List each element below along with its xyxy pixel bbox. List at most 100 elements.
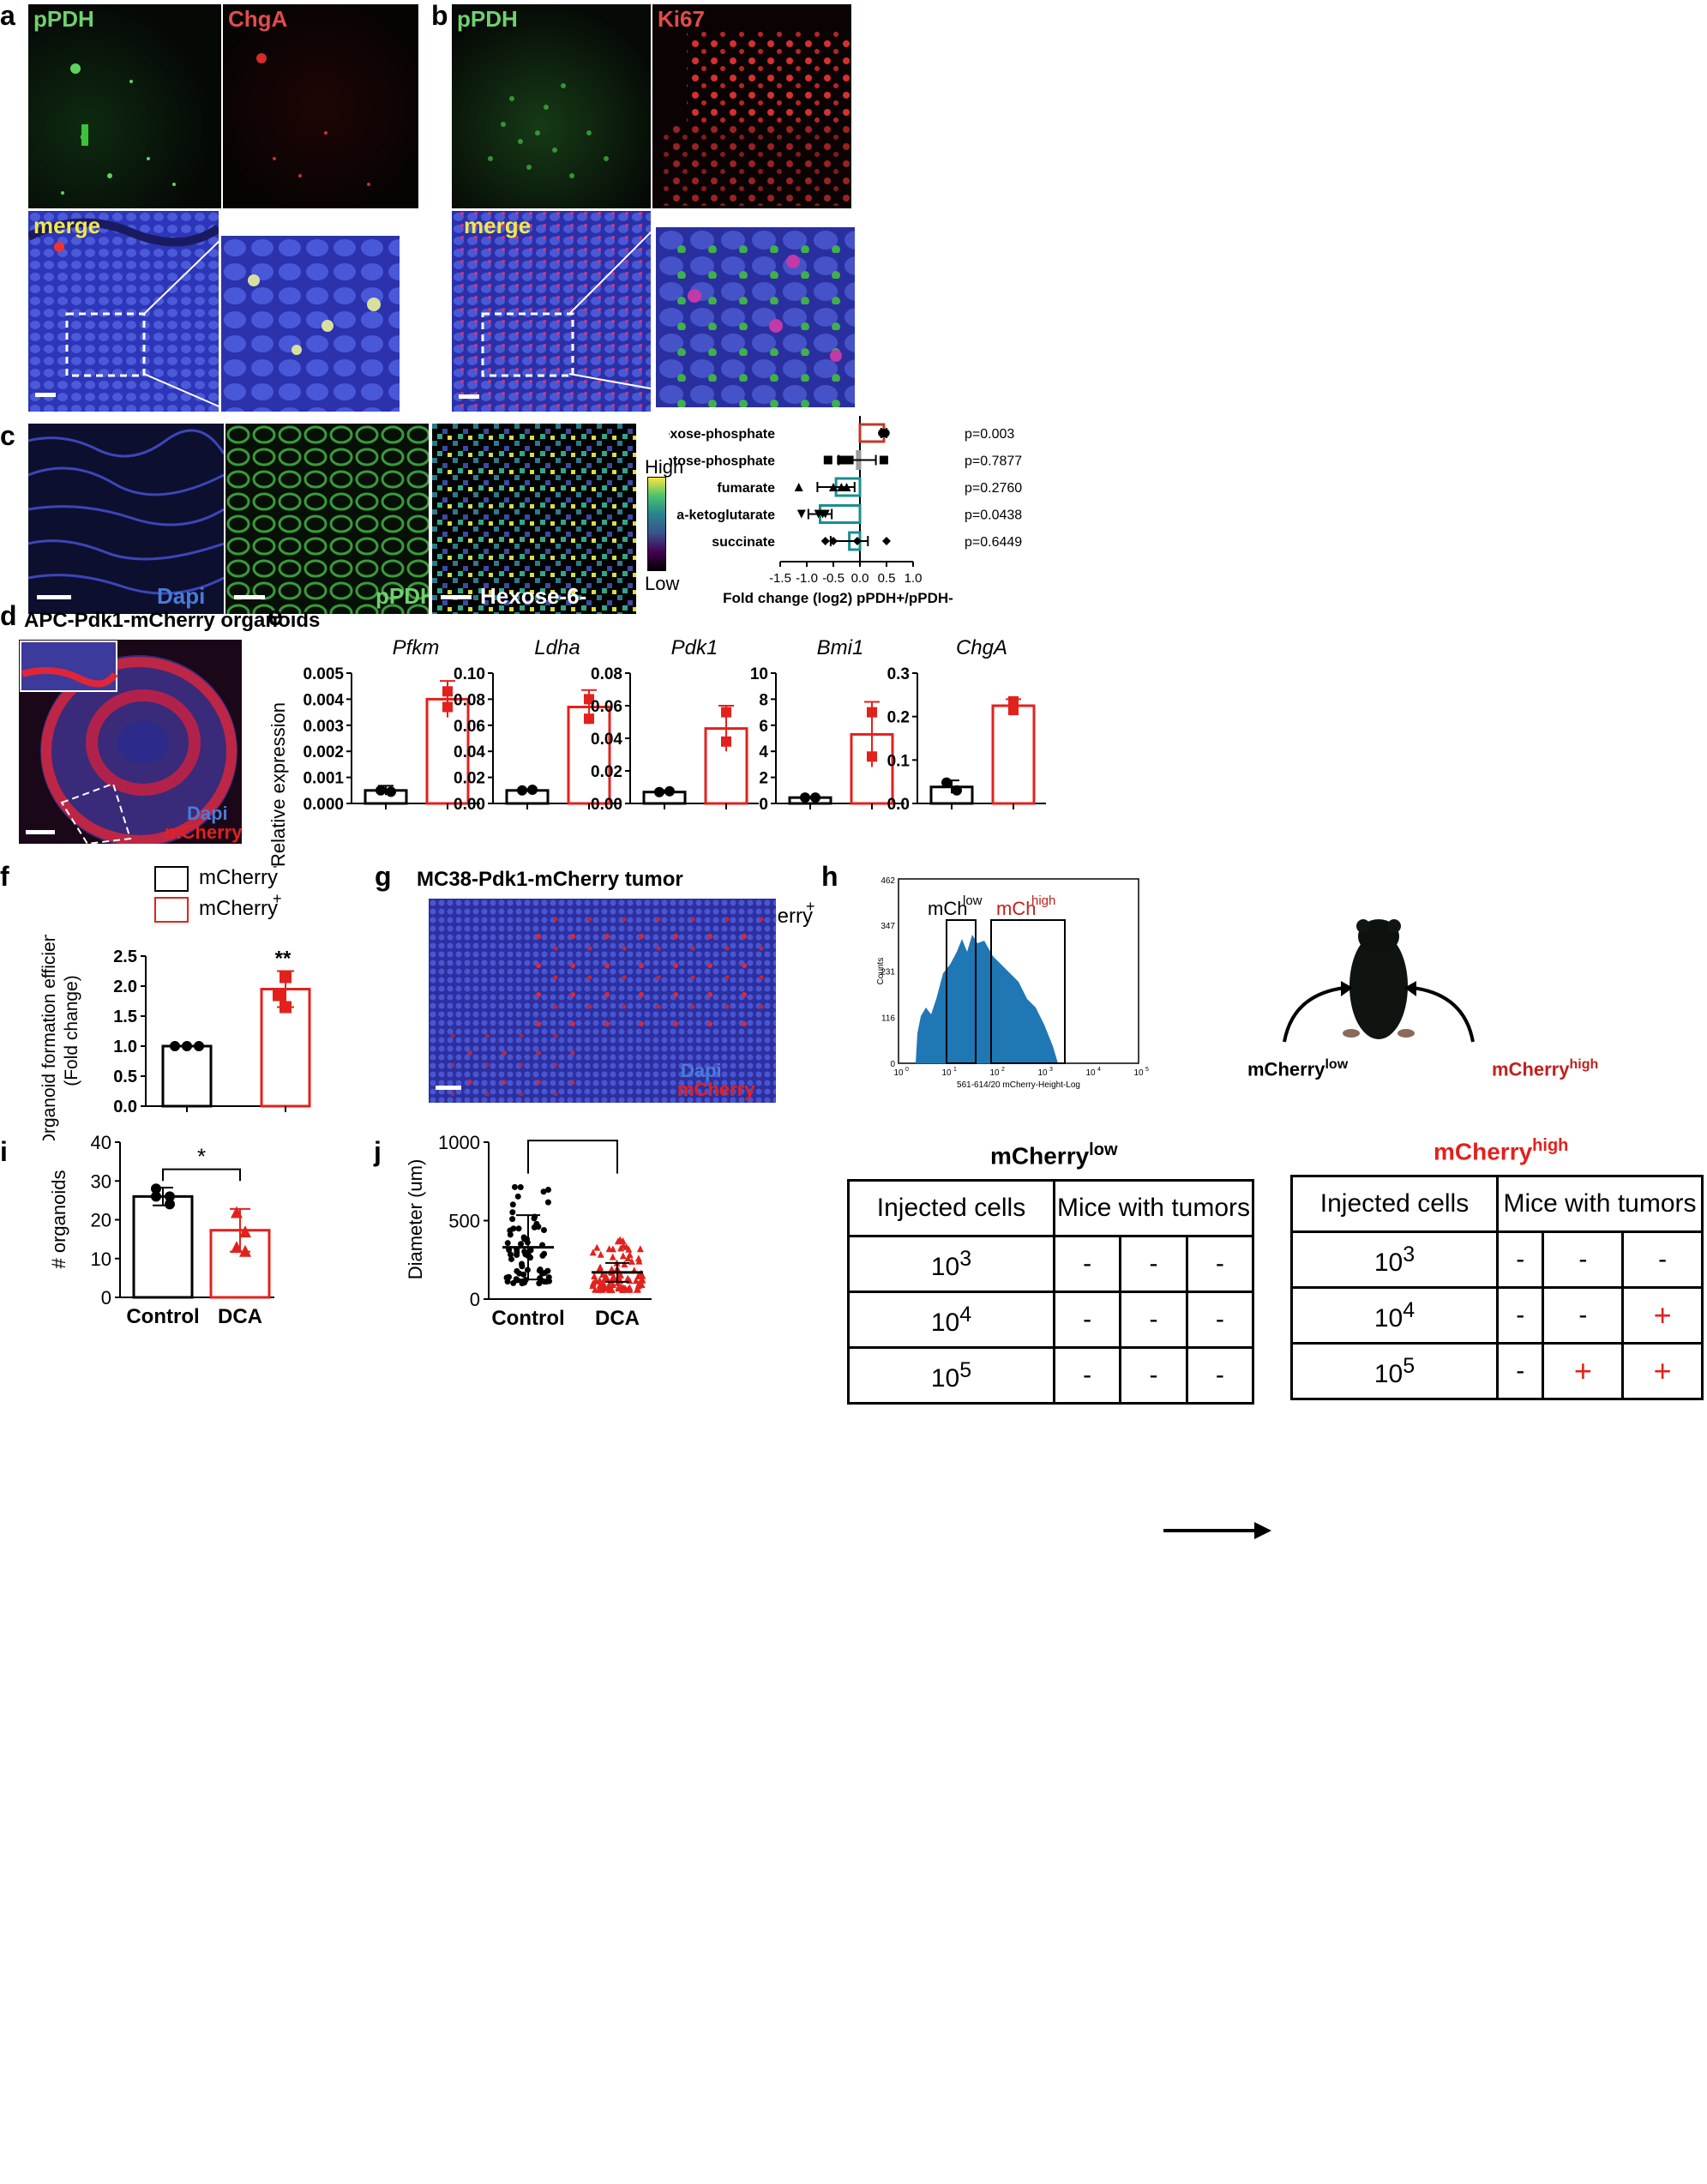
table-high-result: - xyxy=(1621,1230,1704,1289)
data-point xyxy=(536,1280,543,1287)
data-point xyxy=(867,751,877,762)
panel-c-letter: c xyxy=(0,420,15,451)
table-low-result: - xyxy=(1185,1291,1255,1349)
category-label: fumarate xyxy=(717,481,775,496)
legend-neg-sup-f: - xyxy=(273,859,278,874)
data-point xyxy=(584,694,594,705)
cells-base: 10 xyxy=(1373,1303,1403,1333)
cells-exp: 5 xyxy=(959,1357,972,1382)
mouse-high-sup: high xyxy=(1569,1057,1599,1072)
y-tick-label: 8 xyxy=(759,691,768,709)
x-tick-label: 0.5 xyxy=(878,571,896,586)
data-point xyxy=(624,1274,632,1282)
y-tick-label: 0.000 xyxy=(303,796,344,814)
data-point xyxy=(608,1265,616,1272)
tumor-image-g: Dapi mCherry xyxy=(429,899,776,1103)
data-point xyxy=(514,1193,521,1200)
x-tick-label: -0.5 xyxy=(822,571,844,586)
table-low-result: - xyxy=(1119,1291,1188,1349)
table-low-cells: 104 xyxy=(847,1291,1055,1349)
significance-label: *** xyxy=(560,1132,586,1142)
y-tick-label: 10 xyxy=(750,665,768,683)
data-point xyxy=(541,1250,548,1257)
data-point xyxy=(540,1188,547,1195)
panel-j-letter: j xyxy=(374,1136,382,1167)
pPDH-cells-a xyxy=(61,63,176,195)
data-point xyxy=(600,1284,608,1291)
ChgA-label-a: ChgA xyxy=(228,6,288,32)
mcherry-label-d: mCherry xyxy=(165,821,242,843)
gene-chart: Pfkm 0.000 0.001 0.002 0.003 0.004 0.005 xyxy=(303,639,480,814)
data-point xyxy=(596,1281,604,1289)
data-point xyxy=(239,1225,251,1238)
y-tick-label: 1.5 xyxy=(113,1008,137,1026)
data-point xyxy=(604,1275,611,1283)
x-tick-exponent: 2 xyxy=(1001,1067,1005,1073)
y-tick-label: 0.00 xyxy=(454,796,485,814)
dapi-label-d: Dapi xyxy=(187,803,228,824)
gene-title: ChgA xyxy=(956,639,1007,659)
data-point xyxy=(794,483,803,491)
data-point xyxy=(820,537,830,545)
data-point xyxy=(615,1284,622,1291)
mouse-icon xyxy=(1283,919,1475,1043)
data-point xyxy=(521,1248,528,1255)
data-point xyxy=(638,1280,646,1288)
category-label: pentose-phosphate xyxy=(669,454,775,469)
y-tick-label: 0.06 xyxy=(591,698,622,716)
data-point xyxy=(882,537,891,545)
cells-base: 10 xyxy=(1373,1359,1403,1388)
y-tick-label: 0.2 xyxy=(887,709,910,727)
mcherry-label-g: mCherry xyxy=(677,1079,755,1100)
cells-exp: 5 xyxy=(1403,1353,1415,1378)
merge-nuclei-a xyxy=(28,211,219,412)
data-point xyxy=(595,1285,603,1293)
y-tick-label: 0.1 xyxy=(887,752,911,770)
data-point xyxy=(880,429,889,437)
y-tick-label: 0.002 xyxy=(303,743,344,761)
y-axis-label: Organoid formation efficiency xyxy=(39,935,59,1140)
table-high-col2: Mice with tumors xyxy=(1496,1175,1704,1233)
data-point xyxy=(635,1257,643,1265)
y-axis-label: Counts xyxy=(876,958,886,985)
y-tick-label: 231 xyxy=(881,968,895,978)
data-point xyxy=(510,1225,517,1232)
y-tick-label: 0.004 xyxy=(303,691,344,709)
data-point xyxy=(829,483,838,491)
y-tick-label: 1000 xyxy=(438,1132,480,1153)
data-point xyxy=(376,785,386,796)
hexose-label-c: Hexose-6-phosphate xyxy=(480,583,592,614)
table-high-result: - xyxy=(1495,1230,1545,1289)
y-tick-label: 10 xyxy=(91,1248,111,1270)
fold-change-chart: -1.5 -1.0 -0.5 0.0 0.5 1.0 Fold change (log2) … xyxy=(669,416,1022,606)
data-point xyxy=(589,1279,597,1287)
table-high-result: - xyxy=(1495,1342,1545,1400)
significance-bracket xyxy=(162,1168,241,1182)
x-category-label: Control xyxy=(491,1307,564,1327)
table-low: Injected cells Mice with tumors 103 - - … xyxy=(847,1179,1255,1405)
data-point xyxy=(584,713,594,725)
pPDH-image-c: pPDH xyxy=(225,424,429,614)
cells-exp: 3 xyxy=(1403,1242,1415,1266)
right-arrow-icon xyxy=(1163,1522,1271,1539)
gate-low xyxy=(946,919,977,1064)
zoom-lines-a xyxy=(144,237,224,409)
organoid-efficiency-chart: Organoid formation efficiency (Fold chang… xyxy=(39,935,311,1140)
x-tick-exponent: 3 xyxy=(1049,1067,1053,1073)
gate-high-sup: high xyxy=(1031,893,1055,908)
legend-pos-sup-e: + xyxy=(806,898,815,915)
data-point xyxy=(593,1243,601,1251)
table-low-title-text: mCherry xyxy=(990,1142,1090,1170)
table-high-result: + xyxy=(1621,1342,1704,1400)
data-point xyxy=(605,1245,613,1253)
y-tick-label: 1.0 xyxy=(113,1038,137,1056)
data-point xyxy=(279,1001,292,1014)
table-high-result: - xyxy=(1542,1230,1625,1289)
y-axis-label: (Fold change) xyxy=(62,975,81,1086)
panel-g-title: MC38-Pdk1-mCherry tumor xyxy=(417,868,683,891)
data-point xyxy=(867,707,877,718)
cells-base: 10 xyxy=(930,1308,960,1337)
colorbar xyxy=(647,477,666,571)
y-tick-label: 2.0 xyxy=(113,978,137,996)
